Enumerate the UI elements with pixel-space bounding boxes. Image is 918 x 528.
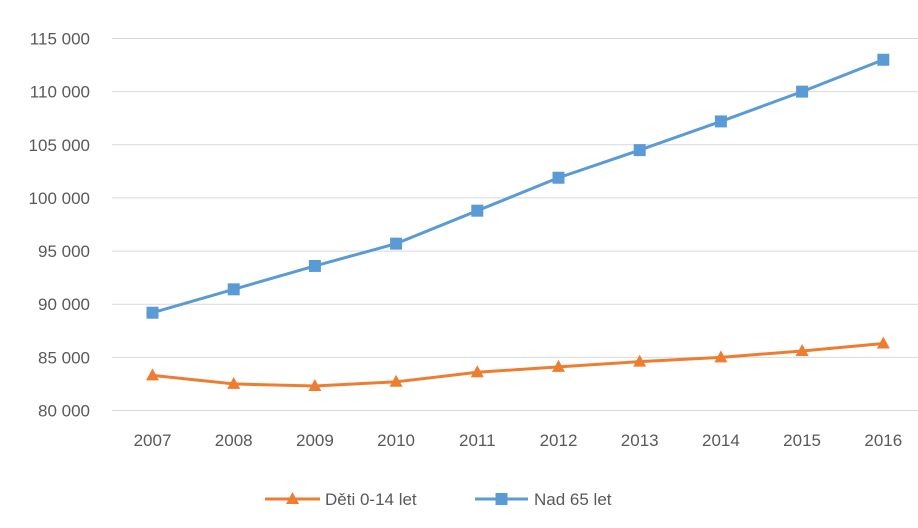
x-tick-label: 2008 [215, 431, 253, 450]
x-tick-label: 2016 [864, 431, 902, 450]
data-point [227, 376, 241, 389]
x-tick-label: 2007 [134, 431, 172, 450]
series-line [152, 58, 884, 315]
data-point [552, 171, 565, 184]
legend: Děti 0-14 let Nad 65 let [265, 490, 612, 509]
data-point [796, 85, 809, 98]
data-point [227, 283, 240, 296]
x-axis: 2007 2008 2009 2010 2011 2012 2013 2014 2015 2016 [134, 431, 903, 450]
data-point [633, 144, 646, 157]
y-tick-label: 90 000 [38, 295, 90, 314]
data-point [714, 115, 727, 128]
x-tick-label: 2011 [459, 431, 496, 450]
series-line [152, 342, 884, 388]
gridlines [112, 38, 918, 411]
series-children-0-14 [146, 336, 890, 392]
x-tick-label: 2012 [540, 431, 578, 450]
y-tick-label: 80 000 [38, 402, 90, 421]
series-over-65 [146, 53, 890, 319]
x-tick-label: 2013 [621, 431, 659, 450]
data-point [308, 259, 321, 272]
data-point [390, 237, 403, 250]
x-tick-label: 2010 [377, 431, 415, 450]
data-point [795, 343, 809, 356]
legend-label: Nad 65 let [534, 490, 612, 509]
legend-label: Děti 0-14 let [325, 490, 417, 509]
data-point [470, 365, 484, 378]
y-tick-label: 115 000 [30, 30, 90, 49]
data-point [877, 53, 890, 66]
y-tick-label: 100 000 [29, 189, 90, 208]
data-point [552, 359, 565, 372]
data-point [714, 350, 728, 363]
data-point [633, 354, 647, 367]
x-tick-label: 2014 [702, 431, 740, 450]
legend-item: Nad 65 let [475, 490, 612, 509]
legend-marker [286, 492, 299, 504]
y-axis: 80 000 85 000 90 000 95 000 100 000 105 000 11… [29, 30, 90, 421]
y-tick-label: 105 000 [29, 136, 90, 155]
series-group [146, 53, 890, 392]
legend-marker [495, 493, 508, 505]
x-tick-label: 2015 [783, 431, 821, 450]
data-point [471, 204, 484, 217]
x-tick-label: 2009 [296, 431, 334, 450]
legend-item: Děti 0-14 let [265, 490, 417, 509]
data-point [876, 336, 890, 349]
y-tick-label: 110 000 [30, 83, 90, 102]
y-tick-label: 85 000 [38, 348, 90, 367]
data-point [389, 374, 403, 387]
y-tick-label: 95 000 [38, 242, 90, 261]
data-point [146, 368, 159, 381]
data-point [146, 306, 159, 319]
data-point [308, 379, 322, 392]
